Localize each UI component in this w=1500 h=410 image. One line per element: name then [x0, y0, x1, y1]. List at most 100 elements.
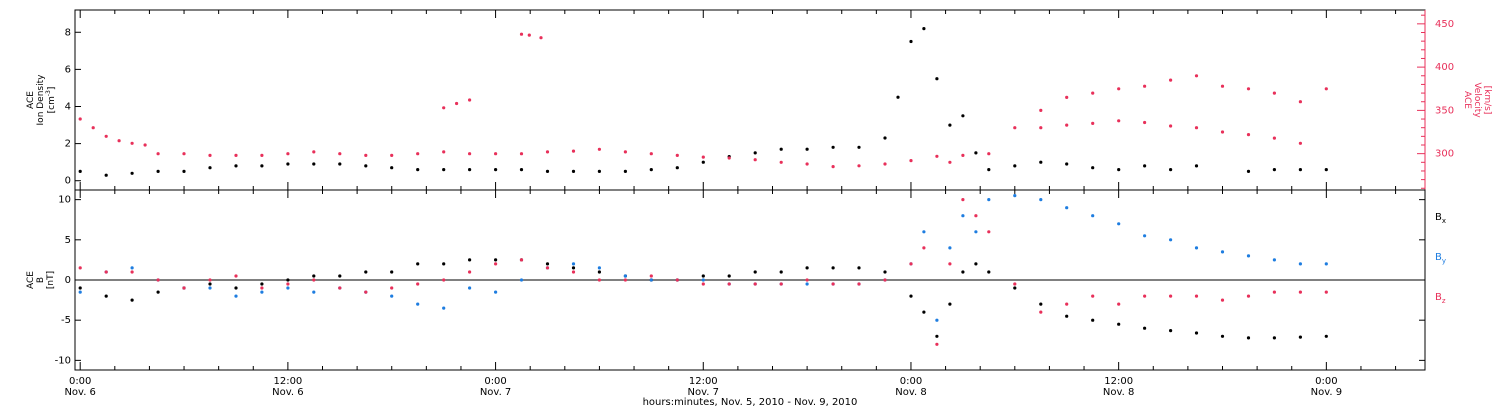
bottom-data-point — [675, 278, 679, 282]
top-data-point — [156, 152, 160, 156]
top-data-point — [539, 36, 543, 40]
top-data-point — [442, 106, 446, 110]
bottom-data-point — [494, 262, 498, 266]
top-data-point — [1013, 164, 1017, 168]
bottom-data-point — [416, 282, 420, 286]
top-data-point — [312, 150, 316, 154]
top-data-point — [597, 169, 602, 173]
top-data-point — [156, 169, 160, 173]
top-data-point — [364, 153, 368, 157]
legend-symbol: B — [1435, 252, 1442, 263]
bottom-data-point — [909, 294, 913, 298]
top-data-point — [143, 143, 147, 147]
bottom-data-point — [1272, 258, 1276, 262]
bottom-data-point — [1194, 246, 1199, 250]
top-data-point — [1324, 168, 1328, 172]
bottom-data-point — [805, 266, 809, 270]
top-y2tick-label: 350 — [1435, 105, 1454, 116]
top-data-point — [1169, 168, 1173, 172]
top-data-point — [312, 162, 316, 166]
bottom-ytick-label: 0 — [65, 275, 71, 286]
top-data-point — [130, 141, 134, 145]
top-data-point — [961, 153, 965, 157]
bottom-data-point — [623, 278, 628, 282]
x-tick-time: 0:00 — [1315, 376, 1337, 387]
top-data-point — [675, 153, 679, 157]
top-data-point — [545, 169, 550, 173]
top-data-point — [571, 169, 576, 173]
top-ylabel-unit: [cm-3] — [45, 87, 57, 114]
bottom-data-point — [597, 266, 602, 270]
bottom-data-point — [286, 286, 290, 290]
legend-subscript: y — [1442, 257, 1446, 265]
bottom-ylabel-line3: [nT] — [46, 271, 56, 289]
bottom-data-point — [1039, 310, 1043, 314]
bottom-data-point — [1065, 314, 1069, 318]
top-data-point — [416, 152, 420, 156]
bottom-data-point — [1039, 198, 1043, 202]
x-tick-date: Nov. 7 — [480, 387, 511, 398]
top-data-point — [1246, 169, 1251, 173]
bottom-data-point — [338, 274, 342, 278]
top-data-point — [857, 145, 861, 149]
bottom-data-point — [922, 230, 926, 234]
bottom-data-point — [1143, 234, 1147, 238]
bottom-data-point — [78, 266, 82, 270]
bottom-data-point — [922, 246, 926, 250]
top-data-point — [649, 168, 653, 172]
top-data-point — [1117, 87, 1121, 91]
bottom-data-point — [1013, 286, 1017, 290]
bottom-data-point — [416, 302, 420, 306]
bottom-data-point — [1324, 290, 1328, 294]
top-data-point — [234, 164, 238, 168]
bottom-data-point — [442, 278, 446, 282]
bottom-data-point — [597, 270, 602, 274]
bottom-data-point — [234, 274, 238, 278]
top-data-point — [208, 153, 212, 157]
bottom-data-point — [78, 286, 82, 290]
bottom-data-point — [1194, 331, 1199, 335]
top-data-point — [104, 173, 108, 177]
bottom-ytick-label: -5 — [61, 315, 71, 326]
bottom-data-point — [974, 262, 978, 266]
top-data-point — [1091, 166, 1095, 170]
top-data-point — [1220, 130, 1225, 134]
top-data-point — [1143, 120, 1147, 125]
bottom-data-point — [701, 282, 705, 286]
bottom-data-point — [312, 290, 316, 294]
top-ylabel-unit-tail: ] — [47, 87, 57, 91]
x-tick-date: Nov. 8 — [1103, 387, 1134, 398]
bottom-data-point — [1220, 334, 1225, 338]
top-data-point — [1013, 126, 1017, 130]
bottom-data-point — [1272, 336, 1276, 340]
bottom-data-point — [104, 270, 108, 274]
top-ytick-label: 2 — [65, 139, 71, 150]
top-data-point — [78, 117, 82, 121]
top-data-point — [1169, 78, 1173, 82]
top-data-point — [1298, 141, 1302, 145]
x-tick-date: Nov. 9 — [1311, 387, 1342, 398]
top-ytick-label: 4 — [65, 101, 71, 112]
top-data-point — [117, 139, 121, 143]
bottom-data-point — [1169, 294, 1173, 298]
top-data-point — [922, 27, 926, 31]
top-data-point — [831, 145, 835, 149]
top-data-point — [987, 168, 991, 172]
x-axis-label: hours:minutes, Nov. 5, 2010 - Nov. 9, 20… — [643, 397, 858, 408]
top-data-point — [1246, 87, 1251, 91]
bottom-data-point — [779, 270, 783, 274]
top-data-point — [260, 164, 264, 168]
top-data-point — [1298, 100, 1302, 104]
bottom-data-point — [390, 286, 394, 290]
top-data-point — [974, 151, 978, 155]
bottom-data-point — [935, 342, 939, 346]
top-ytick-label: 0 — [65, 176, 71, 187]
bottom-data-point — [260, 290, 264, 294]
top-data-point — [260, 153, 264, 157]
bottom-data-point — [779, 282, 783, 286]
top-data-point — [909, 39, 913, 44]
top-right-axis: 300 350 400 450 — [1417, 10, 1454, 190]
bottom-data-point — [1298, 290, 1302, 294]
top-data-point — [909, 159, 913, 163]
top-data-point — [104, 134, 108, 138]
